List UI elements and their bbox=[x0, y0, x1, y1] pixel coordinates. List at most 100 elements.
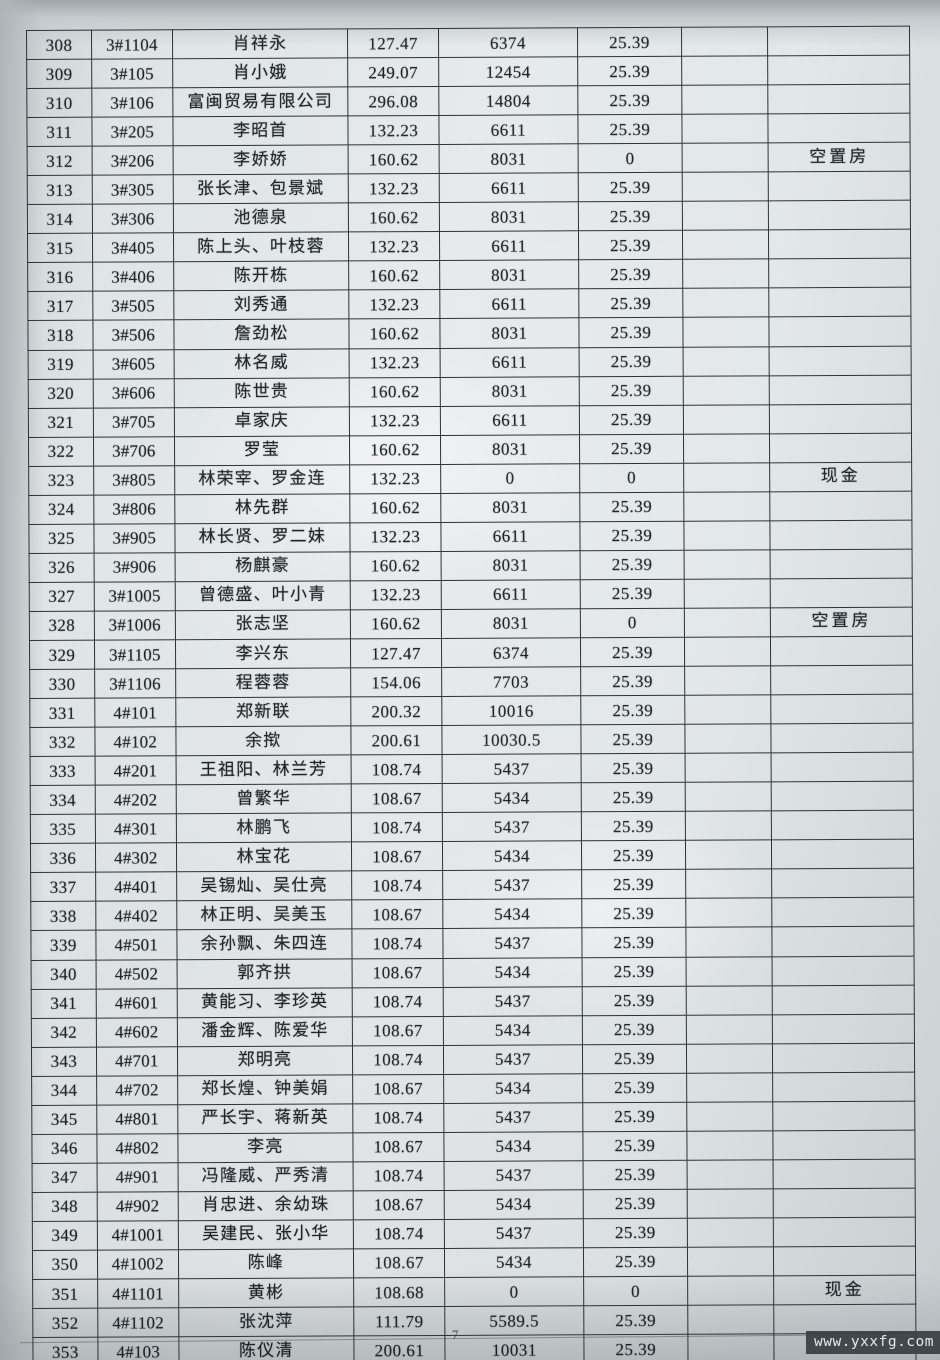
cell-rate: 25.39 bbox=[580, 666, 685, 696]
cell-blank bbox=[687, 1188, 774, 1219]
cell-note bbox=[768, 171, 911, 202]
cell-blank bbox=[682, 259, 769, 289]
cell-blank bbox=[687, 1217, 774, 1248]
table-row: 332 4#102 余揿 200.61 10030.5 25.39 bbox=[29, 723, 914, 757]
cell-area: 108.67 bbox=[352, 1016, 444, 1046]
cell-name: 林长贤、罗二妹 bbox=[174, 522, 351, 553]
cell-amount: 5434 bbox=[443, 1073, 583, 1104]
cell-note bbox=[771, 723, 914, 754]
cell-blank bbox=[683, 375, 770, 405]
cell-area: 160.62 bbox=[348, 318, 441, 349]
cell-amount: 7703 bbox=[441, 666, 581, 697]
cell-amount: 5434 bbox=[443, 1015, 583, 1046]
cell-name: 黄彬 bbox=[178, 1277, 354, 1308]
cell-blank bbox=[686, 1072, 773, 1103]
cell-area: 108.67 bbox=[352, 1074, 444, 1104]
cell-idx: 350 bbox=[32, 1250, 98, 1280]
cell-amount: 5434 bbox=[444, 1189, 584, 1220]
table-row: 347 4#901 冯隆威、严秀清 108.74 5437 25.39 bbox=[32, 1158, 916, 1193]
table-row: 328 3#1006 张志坚 160.62 8031 0 空置房 bbox=[29, 607, 913, 641]
cell-rate: 25.39 bbox=[581, 985, 687, 1016]
cell-blank bbox=[686, 1101, 774, 1132]
table-row: 333 4#201 王祖阳、林兰芳 108.74 5437 25.39 bbox=[30, 752, 914, 786]
cell-note bbox=[773, 1246, 916, 1276]
cell-note bbox=[769, 490, 912, 521]
cell-rate: 25.39 bbox=[578, 317, 684, 348]
fee-table: 308 3#1104 肖祥永 127.47 6374 25.39 309 3#105 肖小娥 24… bbox=[26, 26, 918, 1360]
page-number: 7 bbox=[451, 1326, 459, 1343]
cell-idx: 337 bbox=[30, 872, 96, 902]
cell-area: 160.62 bbox=[348, 202, 440, 233]
cell-note bbox=[769, 374, 912, 405]
cell-room: 3#905 bbox=[93, 523, 175, 554]
cell-note bbox=[770, 578, 913, 608]
cell-note bbox=[772, 926, 915, 957]
cell-area: 160.62 bbox=[349, 435, 441, 465]
cell-idx: 347 bbox=[32, 1162, 97, 1193]
cell-amount: 6611 bbox=[439, 114, 578, 145]
cell-amount: 6611 bbox=[439, 173, 579, 203]
cell-blank bbox=[684, 520, 771, 551]
cell-amount: 5589.5 bbox=[444, 1305, 584, 1336]
cell-idx: 314 bbox=[27, 204, 93, 234]
cell-amount: 12454 bbox=[438, 56, 578, 87]
cell-note bbox=[771, 810, 914, 841]
cell-note bbox=[772, 1042, 915, 1073]
cell-area: 132.23 bbox=[349, 522, 442, 552]
cell-note bbox=[771, 781, 914, 812]
cell-area: 160.62 bbox=[349, 377, 441, 407]
cell-note bbox=[771, 839, 914, 870]
cell-rate: 25.39 bbox=[579, 492, 685, 522]
cell-name: 李亮 bbox=[177, 1132, 354, 1163]
cell-idx: 311 bbox=[26, 117, 92, 147]
cell-room: 4#302 bbox=[95, 843, 177, 873]
cell-note bbox=[772, 984, 915, 1015]
cell-room: 3#705 bbox=[93, 407, 175, 437]
cell-amount: 8031 bbox=[441, 550, 581, 581]
cell-name: 林名威 bbox=[173, 348, 350, 379]
cell-area: 108.74 bbox=[352, 1045, 444, 1075]
cell-rate: 25.39 bbox=[583, 1305, 688, 1335]
cell-blank bbox=[686, 1130, 774, 1161]
cell-area: 108.67 bbox=[351, 783, 443, 814]
cell-blank bbox=[682, 172, 769, 202]
cell-name: 吴建民、张小华 bbox=[178, 1219, 354, 1250]
cell-rate: 25.39 bbox=[582, 1160, 688, 1190]
cell-room: 4#501 bbox=[95, 930, 177, 960]
cell-rate: 25.39 bbox=[582, 1014, 687, 1045]
cell-rate: 25.39 bbox=[580, 695, 686, 725]
cell-room: 3#1105 bbox=[94, 639, 176, 670]
cell-area: 108.67 bbox=[352, 1132, 445, 1162]
cell-rate: 25.39 bbox=[578, 259, 683, 290]
cell-blank bbox=[687, 1246, 774, 1277]
cell-name: 吴锡灿、吴仕亮 bbox=[176, 871, 352, 902]
cell-area: 127.47 bbox=[347, 28, 439, 58]
cell-area: 108.74 bbox=[353, 1219, 445, 1249]
cell-area: 132.23 bbox=[347, 115, 440, 146]
cell-amount: 5434 bbox=[442, 899, 582, 929]
cell-room: 4#702 bbox=[96, 1075, 178, 1105]
cell-amount: 5437 bbox=[442, 753, 581, 784]
cell-rate: 25.39 bbox=[580, 579, 685, 609]
cell-amount: 8031 bbox=[440, 492, 580, 523]
cell-idx: 336 bbox=[30, 843, 96, 873]
cell-rate: 25.39 bbox=[580, 637, 685, 667]
cell-room: 4#1002 bbox=[97, 1249, 179, 1280]
cell-name: 黄能习、李珍英 bbox=[176, 987, 353, 1018]
cell-amount: 6611 bbox=[441, 521, 580, 552]
cell-blank bbox=[687, 1304, 775, 1335]
cell-idx: 352 bbox=[32, 1308, 98, 1338]
cell-rate: 25.39 bbox=[581, 898, 687, 929]
table-row: 336 4#302 林宝花 108.67 5434 25.39 bbox=[30, 839, 914, 873]
table-row: 327 3#1005 曾德盛、叶小青 132.23 6611 25.39 bbox=[29, 578, 913, 612]
cell-rate: 25.39 bbox=[582, 1131, 688, 1161]
cell-name: 林先群 bbox=[174, 493, 350, 524]
cell-note bbox=[767, 55, 910, 85]
cell-area: 108.67 bbox=[353, 1190, 445, 1220]
cell-rate: 25.39 bbox=[578, 346, 684, 377]
cell-blank bbox=[681, 26, 768, 57]
cell-room: 3#706 bbox=[93, 436, 175, 466]
cell-amount: 8031 bbox=[439, 143, 579, 174]
cell-idx: 312 bbox=[27, 146, 93, 176]
